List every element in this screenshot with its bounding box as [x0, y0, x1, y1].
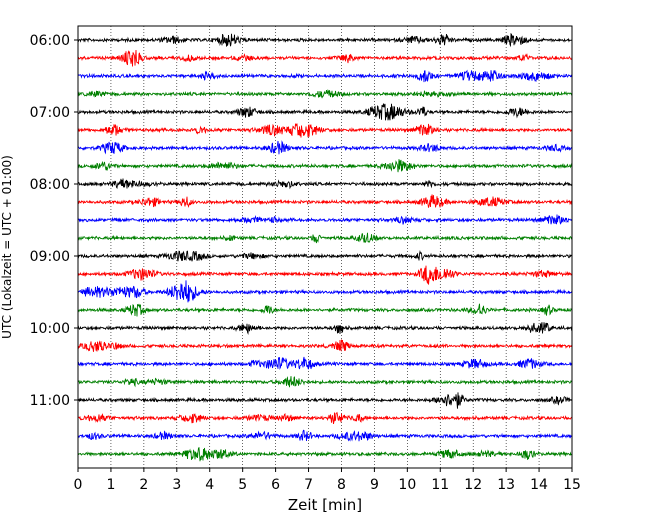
x-tick-label: 3 — [172, 477, 181, 493]
x-tick-label: 4 — [205, 477, 214, 493]
seismogram-trace — [77, 89, 573, 99]
seismogram-trace — [77, 411, 573, 424]
seismogram-trace — [77, 194, 573, 209]
y-axis-label: UTC (Lokalzeit = UTC + 01:00) — [0, 155, 14, 339]
x-axis: 0 1 2 3 4 5 6 7 8 9 10 11 12 13 14 15 — [74, 468, 581, 493]
y-tick-label: 07:00 — [30, 105, 70, 121]
x-tick-label: 8 — [337, 477, 346, 493]
x-tick-label: 13 — [497, 477, 515, 493]
y-tick-label: 08:00 — [30, 177, 70, 193]
x-tick-label: 12 — [464, 477, 482, 493]
seismogram-trace — [77, 356, 573, 371]
y-tick-label: 11:00 — [30, 393, 70, 409]
trace-layer — [77, 33, 573, 462]
x-tick-label: 15 — [563, 477, 581, 493]
x-tick-label: 9 — [370, 477, 379, 493]
seismogram-trace — [77, 376, 573, 388]
seismogram-trace — [77, 140, 573, 155]
seismogram-trace — [77, 103, 573, 121]
seismogram-trace — [77, 339, 573, 352]
seismogram-trace — [77, 123, 573, 138]
seismogram-trace — [77, 322, 573, 336]
seismogram-trace — [77, 429, 573, 442]
seismogram-trace — [77, 265, 573, 285]
x-tick-label: 14 — [530, 477, 548, 493]
y-axis: 06:00 07:00 08:00 09:00 10:00 11:00 — [30, 33, 78, 409]
x-tick-label: 5 — [238, 477, 247, 493]
x-tick-label: 0 — [74, 477, 83, 493]
seismogram-trace — [77, 178, 573, 190]
plot-frame — [77, 25, 573, 469]
seismogram-trace — [77, 249, 573, 262]
y-tick-label: 06:00 — [30, 33, 70, 49]
seismogram-trace — [77, 303, 573, 317]
seismogram-trace — [77, 214, 573, 225]
y-tick-label: 10:00 — [30, 321, 70, 337]
x-tick-label: 6 — [271, 477, 280, 493]
seismogram-trace — [77, 447, 573, 462]
x-tick-label: 11 — [431, 477, 449, 493]
x-tick-label: 10 — [398, 477, 416, 493]
seismogram-trace — [77, 232, 573, 244]
seismogram-trace — [77, 49, 573, 67]
seismogram-trace — [77, 392, 573, 409]
seismogram-trace — [77, 33, 573, 48]
x-tick-label: 7 — [304, 477, 313, 493]
y-tick-label: 09:00 — [30, 249, 70, 265]
x-axis-label: Zeit [min] — [288, 496, 362, 514]
x-tick-label: 2 — [139, 477, 148, 493]
seismogram-trace — [77, 280, 573, 303]
x-tick-label: 1 — [106, 477, 115, 493]
seismogram-trace — [77, 69, 573, 83]
seismogram-trace — [77, 159, 573, 173]
